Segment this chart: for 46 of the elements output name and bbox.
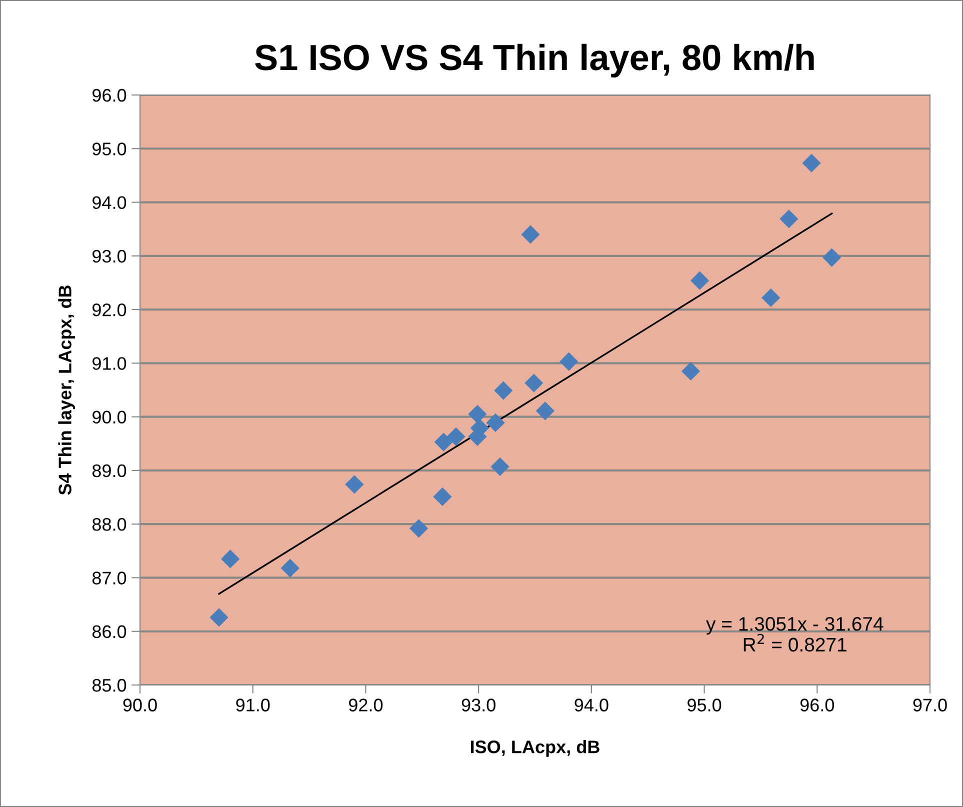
point (560, 352, 578, 371)
y-tick-label: 93.0 (92, 250, 126, 263)
point (210, 608, 228, 627)
y-tick-label: 92.0 (92, 303, 126, 316)
x-tick-label: 90.0 (123, 698, 157, 712)
x-tick-label: 91.0 (236, 698, 270, 712)
point (434, 432, 453, 452)
point (521, 225, 540, 244)
y-tick-label: 94.0 (92, 196, 126, 209)
y-tick-label: 86.0 (92, 625, 126, 638)
chart-title: S1 ISO VS S4 Thin layer, 80 km/h (255, 44, 814, 78)
x-tick-label: 97.0 (913, 698, 947, 712)
point (762, 288, 780, 308)
point (490, 457, 510, 476)
y-axis-title: S4 Thin layer, LAcpx, dB (58, 285, 75, 495)
y-tick-label: 85.0 (92, 678, 126, 692)
point (494, 381, 513, 400)
point (409, 519, 428, 538)
x-axis-title: ISO, LAcpx, dB (471, 740, 600, 757)
x-tick-label: 94.0 (574, 698, 608, 712)
y-tick-label: 96.0 (92, 88, 126, 102)
x-tick-label: 95.0 (688, 698, 722, 712)
y-tick-label: 91.0 (92, 357, 126, 370)
point (446, 427, 466, 446)
annotation: y = 1.3051x - 31.674 R$^{2}$ = 0.8271 (706, 617, 884, 652)
x-tick-label: 92.0 (348, 698, 383, 712)
point (822, 248, 842, 267)
y-tick-label: 89.0 (92, 464, 126, 478)
x-tick-label: 96.0 (800, 698, 834, 712)
point (780, 210, 798, 228)
y-tick-label: 90.0 (92, 410, 126, 424)
x-tick-label: 93.0 (462, 698, 496, 712)
point (280, 558, 300, 578)
point (690, 271, 710, 290)
point (220, 550, 240, 568)
point (486, 413, 505, 432)
y-tick-label: 95.0 (92, 142, 126, 156)
point (345, 475, 364, 494)
point (433, 487, 452, 506)
point (802, 154, 821, 172)
point (681, 362, 700, 381)
point (524, 374, 544, 392)
y-tick-label: 87.0 (92, 572, 126, 584)
point (468, 404, 487, 424)
point (536, 402, 554, 420)
y-tick-label: 88.0 (92, 518, 126, 531)
